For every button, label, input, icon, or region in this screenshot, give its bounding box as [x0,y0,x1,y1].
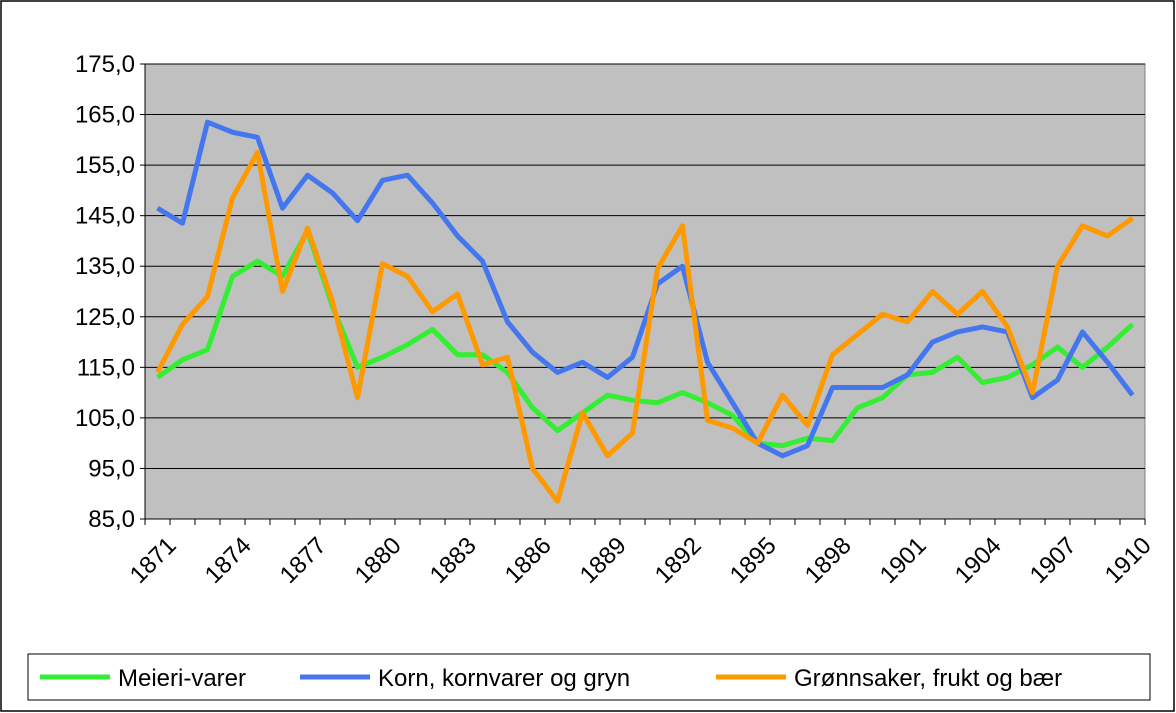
y-tick-label: 125,0 [75,304,135,331]
y-tick-label: 115,0 [77,354,135,381]
y-tick-label: 175,0 [75,51,135,78]
legend-label: Meieri-varer [118,665,246,692]
series-line [156,119,1135,459]
y-tick-label: 135,0 [75,253,135,280]
y-tick-label: 165,0 [75,102,135,129]
plot-area [144,63,1146,520]
y-tick-label: 85,0 [88,506,135,533]
y-tick-label: 145,0 [75,203,135,230]
y-tick-label: 95,0 [88,455,135,482]
y-tick-label: 105,0 [75,405,135,432]
legend-label: Korn, kornvarer og gryn [378,665,630,692]
series-line [155,149,1134,504]
legend [27,653,1151,701]
y-tick-label: 155,0 [75,152,135,179]
legend-label: Grønnsaker, frukt og bær [794,665,1062,692]
